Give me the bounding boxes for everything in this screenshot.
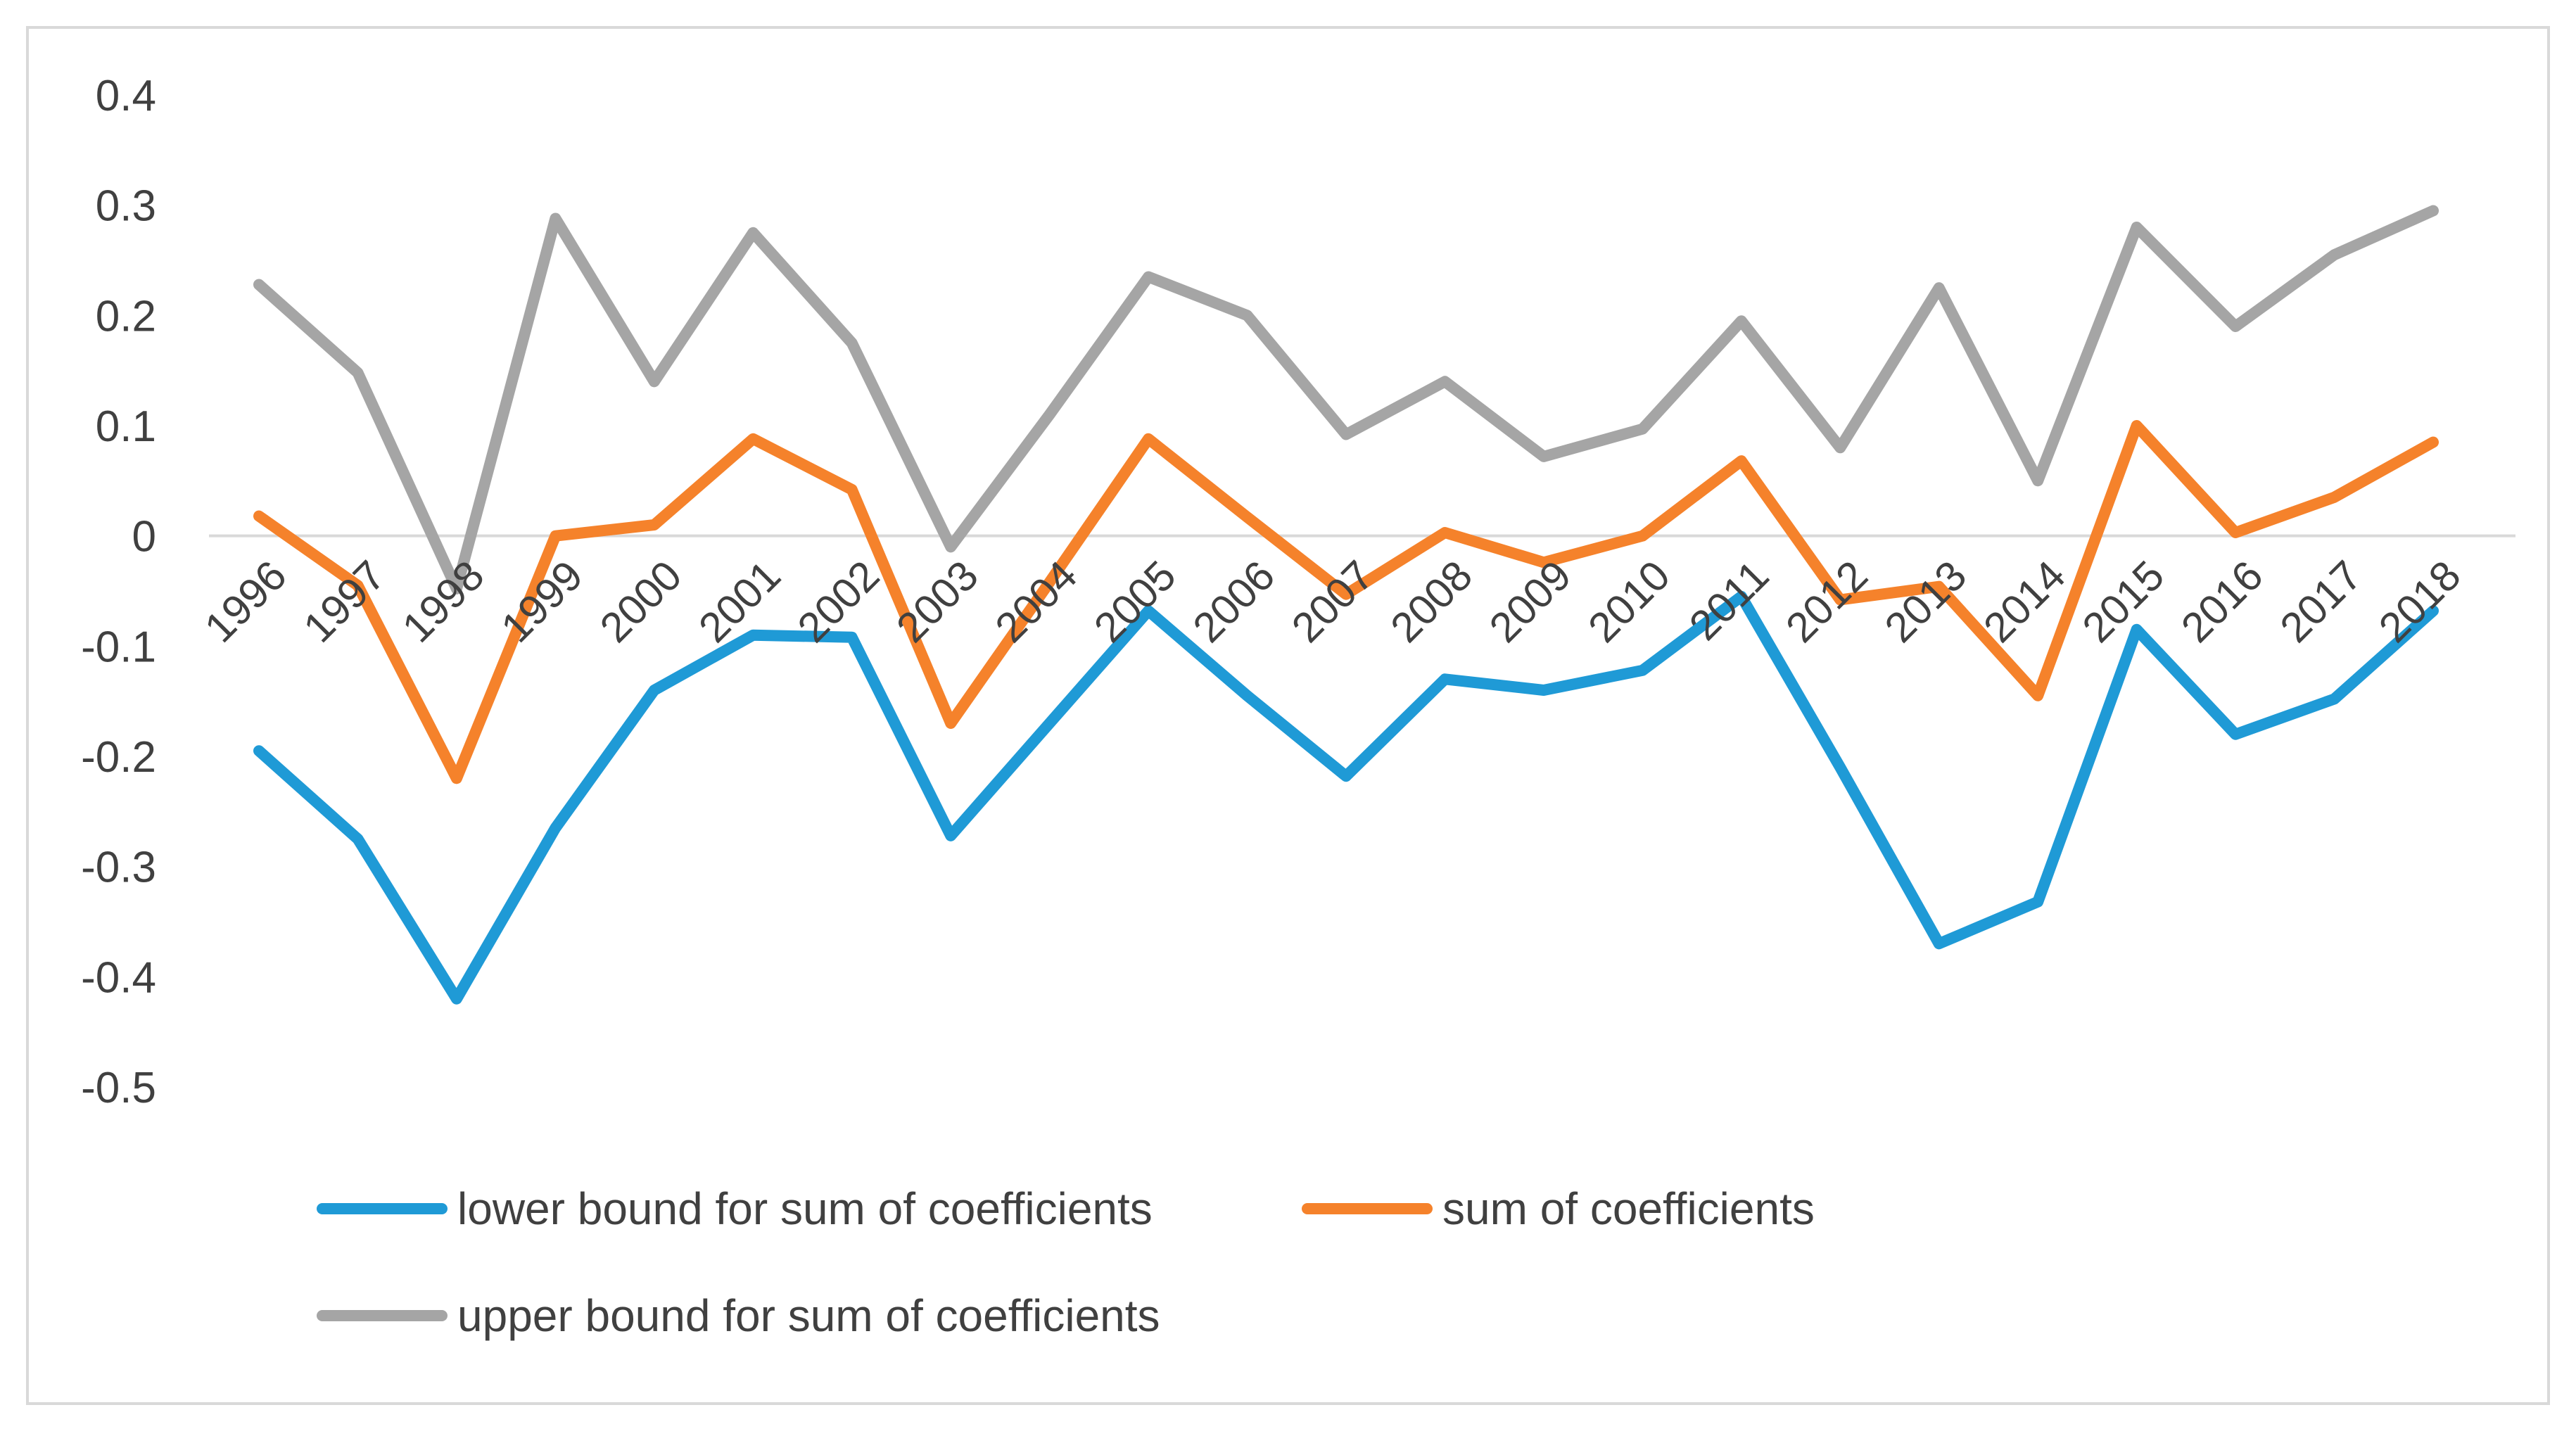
- data-point-lower-bound-for-sum-of-coefficients: [747, 630, 759, 641]
- data-point-upper-bound-for-sum-of-coefficients: [747, 227, 759, 239]
- legend-label-lower-bound-for-sum-of-coefficients: lower bound for sum of coefficients: [457, 1183, 1153, 1234]
- x-tick-label: 2016: [2172, 552, 2272, 651]
- series-group: [253, 205, 2439, 1005]
- data-point-upper-bound-for-sum-of-coefficients: [2032, 475, 2043, 486]
- data-point-lower-bound-for-sum-of-coefficients: [1834, 762, 1846, 773]
- x-tick-label: 2006: [1184, 552, 1284, 651]
- data-point-upper-bound-for-sum-of-coefficients: [1637, 424, 1648, 435]
- series-line-upper-bound-for-sum-of-coefficients: [253, 205, 2439, 595]
- series-line-sum-of-coefficients: [253, 420, 2439, 784]
- data-point-sum-of-coefficients: [1736, 455, 1747, 466]
- data-point-lower-bound-for-sum-of-coefficients: [1439, 673, 1450, 685]
- data-point-sum-of-coefficients: [2230, 527, 2241, 538]
- y-tick-label: 0: [132, 513, 156, 561]
- data-point-sum-of-coefficients: [846, 484, 858, 495]
- data-point-lower-bound-for-sum-of-coefficients: [1934, 938, 1945, 949]
- data-point-sum-of-coefficients: [550, 530, 561, 542]
- data-point-sum-of-coefficients: [945, 718, 956, 729]
- data-point-lower-bound-for-sum-of-coefficients: [2230, 729, 2241, 740]
- legend-label-upper-bound-for-sum-of-coefficients: upper bound for sum of coefficients: [457, 1290, 1160, 1341]
- data-point-lower-bound-for-sum-of-coefficients: [253, 745, 265, 756]
- data-point-lower-bound-for-sum-of-coefficients: [1340, 770, 1352, 782]
- y-axis: 0.4 0.3 0.2 0.1 0 -0.1 -0.2 -0.3 -0.4 -0.5: [81, 72, 156, 1112]
- data-point-lower-bound-for-sum-of-coefficients: [352, 834, 363, 845]
- y-tick-label: -0.3: [81, 844, 156, 892]
- y-tick-label: -0.5: [81, 1064, 156, 1112]
- x-tick-label: 2018: [2370, 552, 2470, 651]
- data-point-upper-bound-for-sum-of-coefficients: [550, 212, 561, 224]
- data-point-lower-bound-for-sum-of-coefficients: [2032, 896, 2043, 908]
- series-line-lower-bound-for-sum-of-coefficients: [253, 590, 2439, 1005]
- data-point-sum-of-coefficients: [747, 433, 759, 445]
- data-point-upper-bound-for-sum-of-coefficients: [352, 367, 363, 379]
- y-tick-label: -0.2: [81, 733, 156, 782]
- data-point-lower-bound-for-sum-of-coefficients: [1044, 718, 1055, 729]
- data-point-lower-bound-for-sum-of-coefficients: [1242, 690, 1253, 701]
- legend-label-sum-of-coefficients: sum of coefficients: [1442, 1183, 1815, 1234]
- data-point-upper-bound-for-sum-of-coefficients: [1736, 315, 1747, 326]
- data-point-sum-of-coefficients: [1242, 511, 1253, 523]
- x-tick-label: 1996: [196, 552, 296, 651]
- data-point-upper-bound-for-sum-of-coefficients: [1044, 409, 1055, 420]
- data-point-sum-of-coefficients: [2428, 437, 2439, 448]
- x-tick-label: 2000: [591, 552, 691, 651]
- data-point-upper-bound-for-sum-of-coefficients: [846, 338, 858, 349]
- data-point-lower-bound-for-sum-of-coefficients: [550, 822, 561, 834]
- y-tick-label: -0.1: [81, 623, 156, 671]
- x-tick-label: 2013: [1876, 552, 1976, 651]
- data-point-upper-bound-for-sum-of-coefficients: [1439, 376, 1450, 387]
- x-tick-label: 2004: [986, 552, 1086, 651]
- data-point-upper-bound-for-sum-of-coefficients: [253, 279, 265, 290]
- y-tick-label: -0.4: [81, 953, 156, 1002]
- data-point-lower-bound-for-sum-of-coefficients: [1538, 685, 1549, 696]
- data-point-sum-of-coefficients: [649, 519, 660, 530]
- y-tick-label: 0.2: [96, 292, 156, 341]
- y-tick-label: 0.1: [96, 402, 156, 451]
- data-point-upper-bound-for-sum-of-coefficients: [1538, 451, 1549, 462]
- data-point-sum-of-coefficients: [1439, 527, 1450, 538]
- data-point-lower-bound-for-sum-of-coefficients: [1637, 665, 1648, 676]
- data-point-sum-of-coefficients: [253, 510, 265, 521]
- x-tick-label: 2007: [1283, 552, 1383, 651]
- data-point-upper-bound-for-sum-of-coefficients: [2329, 249, 2340, 260]
- x-tick-label: 2010: [1579, 552, 1679, 651]
- data-point-upper-bound-for-sum-of-coefficients: [649, 376, 660, 387]
- data-point-sum-of-coefficients: [2032, 690, 2043, 701]
- data-point-lower-bound-for-sum-of-coefficients: [846, 632, 858, 643]
- data-point-lower-bound-for-sum-of-coefficients: [2329, 694, 2340, 705]
- data-point-sum-of-coefficients: [2329, 492, 2340, 503]
- data-point-sum-of-coefficients: [1637, 530, 1648, 542]
- data-point-lower-bound-for-sum-of-coefficients: [451, 993, 462, 1005]
- data-point-sum-of-coefficients: [451, 773, 462, 784]
- y-tick-label: 0.4: [96, 72, 156, 120]
- data-point-lower-bound-for-sum-of-coefficients: [649, 685, 660, 696]
- y-tick-label: 0.3: [96, 182, 156, 231]
- x-tick-label: 2017: [2271, 552, 2371, 651]
- data-point-upper-bound-for-sum-of-coefficients: [2131, 222, 2143, 233]
- data-point-lower-bound-for-sum-of-coefficients: [945, 830, 956, 841]
- data-point-upper-bound-for-sum-of-coefficients: [2230, 321, 2241, 332]
- data-point-upper-bound-for-sum-of-coefficients: [1340, 429, 1352, 440]
- data-point-sum-of-coefficients: [2131, 420, 2143, 431]
- data-point-upper-bound-for-sum-of-coefficients: [1143, 272, 1154, 283]
- legend: lower bound for sum of coefficients sum o…: [317, 1183, 1815, 1341]
- data-point-sum-of-coefficients: [1143, 433, 1154, 445]
- data-point-upper-bound-for-sum-of-coefficients: [1934, 282, 1945, 293]
- data-point-upper-bound-for-sum-of-coefficients: [2428, 205, 2439, 217]
- x-tick-label: 2009: [1480, 552, 1580, 651]
- data-point-lower-bound-for-sum-of-coefficients: [2131, 624, 2143, 635]
- data-point-upper-bound-for-sum-of-coefficients: [945, 541, 956, 552]
- data-point-upper-bound-for-sum-of-coefficients: [1242, 310, 1253, 321]
- data-point-upper-bound-for-sum-of-coefficients: [1834, 442, 1846, 453]
